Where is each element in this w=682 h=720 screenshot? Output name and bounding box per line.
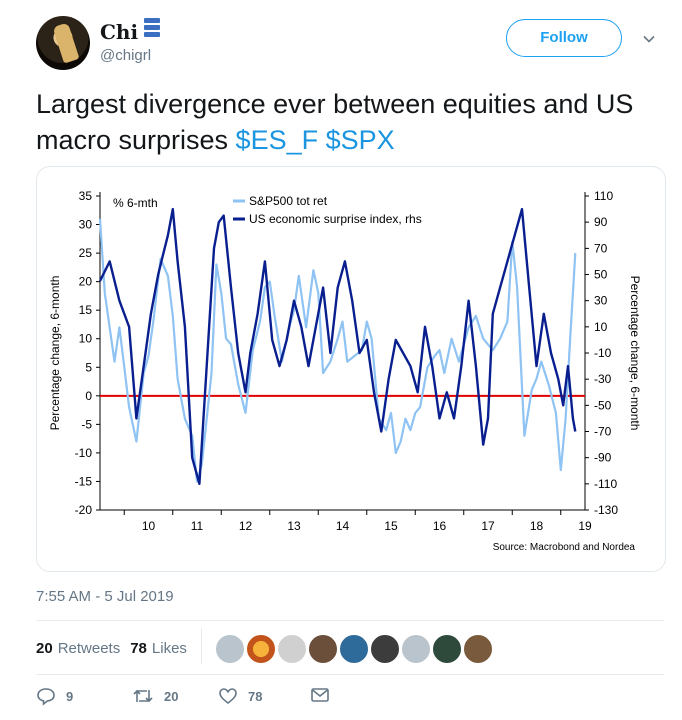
divider	[36, 674, 664, 675]
liker-avatar[interactable]	[214, 633, 246, 665]
tweet-media-chart[interactable]: 35 30 25 20 15 10 5 0 -5 -10 -15 -20 110 90 70 50 30 10 -1…	[36, 166, 666, 572]
display-name[interactable]: Chi	[100, 20, 139, 44]
chevron-down-icon[interactable]	[642, 32, 656, 46]
avatar[interactable]	[36, 16, 90, 70]
legend-label: S&P500 tot ret	[249, 194, 328, 208]
y-left-tick-label: 0	[85, 389, 92, 403]
y-right-tick-label: -90	[594, 451, 612, 465]
reply-button[interactable]: 9	[36, 686, 73, 706]
x-tick-label: 17	[481, 519, 495, 533]
likes-stat[interactable]: 78 Likes	[130, 640, 187, 657]
stats-divider	[201, 628, 202, 664]
y-axis-label-left: Percentage change, 6-month	[48, 276, 62, 431]
liker-avatar[interactable]	[462, 633, 494, 665]
tweet-text: Largest divergence ever between equities…	[36, 86, 666, 158]
y-left-tick-label: 5	[85, 360, 92, 374]
retweet-icon	[133, 689, 153, 703]
blue-book-icon	[144, 18, 160, 40]
user-handle[interactable]: @chigrl	[100, 47, 152, 64]
y-right-tick-label: -30	[594, 372, 612, 386]
chart-svg: 35302520151050-5-10-15-201109070503010-1…	[48, 189, 642, 553]
y-left-tick-label: -20	[75, 503, 93, 517]
y-right-tick-label: -130	[594, 503, 618, 517]
follow-button[interactable]: Follow	[506, 19, 622, 57]
y-right-tick-label: 90	[594, 215, 608, 229]
reply-icon	[37, 688, 55, 706]
retweets-stat[interactable]: 20 Retweets	[36, 640, 120, 657]
direct-message-button[interactable]	[310, 686, 340, 704]
y-right-tick-label: 50	[594, 268, 608, 282]
retweet-count: 20	[164, 688, 179, 704]
tweet-stats: 20 Retweets 78 Likes	[36, 630, 197, 666]
message-icon	[311, 688, 329, 702]
liker-avatar[interactable]	[245, 633, 277, 665]
like-button[interactable]: 78	[218, 686, 262, 706]
y-left-tick-label: 15	[79, 303, 93, 317]
y-right-tick-label: -10	[594, 346, 612, 360]
chart-source: Source: Macrobond and Nordea	[493, 542, 636, 553]
x-tick-label: 12	[239, 519, 253, 533]
liker-avatar[interactable]	[338, 633, 370, 665]
y-right-tick-label: 10	[594, 320, 608, 334]
liker-avatar[interactable]	[307, 633, 339, 665]
x-tick-label: 10	[142, 519, 156, 533]
x-tick-label: 11	[191, 519, 204, 533]
x-tick-label: 13	[287, 519, 301, 533]
likes-count: 78	[130, 639, 147, 657]
x-tick-label: 18	[530, 519, 544, 533]
y-right-tick-label: 30	[594, 294, 608, 308]
liker-avatar[interactable]	[369, 633, 401, 665]
x-tick-label: 15	[384, 519, 398, 533]
y-left-tick-label: -10	[75, 446, 93, 460]
liker-avatar[interactable]	[276, 633, 308, 665]
series-line-sp500	[98, 218, 577, 483]
tweet-header: Chi @chigrl Follow	[36, 14, 666, 74]
like-icon	[219, 688, 237, 705]
reply-count: 9	[66, 688, 74, 704]
likes-label: Likes	[151, 639, 187, 657]
y-left-tick-label: 20	[79, 275, 93, 289]
series-line-surprise-index	[98, 207, 577, 485]
cashtag-links[interactable]: $ES_F $SPX	[235, 125, 395, 155]
retweet-button[interactable]: 20	[132, 686, 178, 706]
retweets-label: Retweets	[57, 639, 121, 657]
y-left-tick-label: 10	[79, 332, 93, 346]
chart-unit-label: % 6-mth	[113, 196, 158, 210]
retweets-count: 20	[36, 639, 53, 657]
y-left-tick-label: -5	[81, 417, 92, 431]
y-right-tick-label: 110	[594, 189, 613, 203]
y-left-tick-label: -15	[75, 474, 93, 488]
y-left-tick-label: 30	[79, 218, 93, 232]
y-right-tick-label: -50	[594, 398, 612, 412]
legend-background	[227, 193, 457, 231]
liker-avatar[interactable]	[400, 633, 432, 665]
y-right-tick-label: -70	[594, 425, 612, 439]
y-axis-label-right: Percentage change, 6-month	[628, 276, 642, 431]
liker-avatar[interactable]	[431, 633, 463, 665]
y-left-tick-label: 35	[79, 189, 93, 203]
y-right-tick-label: 70	[594, 241, 608, 255]
divider	[36, 620, 664, 621]
y-right-tick-label: -110	[594, 477, 617, 491]
tweet-timestamp[interactable]: 7:55 AM - 5 Jul 2019	[36, 588, 174, 605]
tweet-body: Largest divergence ever between equities…	[36, 89, 634, 155]
like-count: 78	[248, 688, 263, 704]
legend-label: US economic surprise index, rhs	[249, 212, 422, 226]
x-tick-label: 16	[433, 519, 447, 533]
x-tick-label: 14	[336, 519, 350, 533]
x-tick-label: 19	[578, 519, 592, 533]
y-left-tick-label: 25	[79, 246, 93, 260]
